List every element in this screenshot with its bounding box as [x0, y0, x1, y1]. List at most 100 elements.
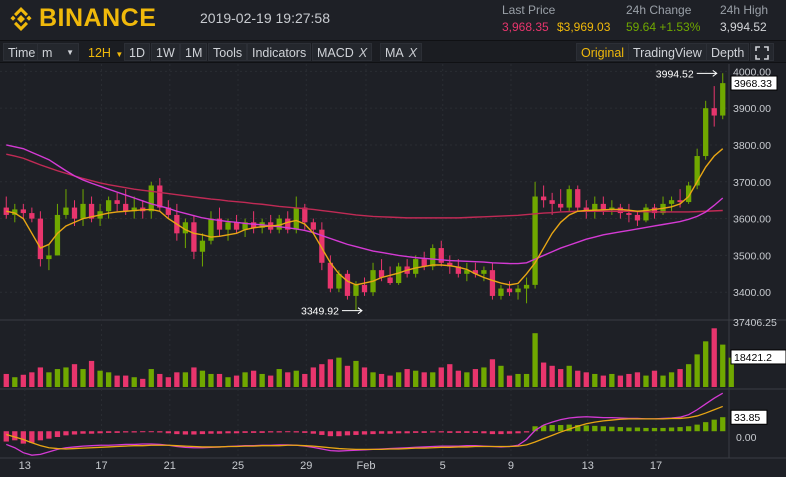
high-annotation-arrowhead [712, 69, 718, 77]
ma-indicator-tag[interactable]: MA X [380, 43, 423, 61]
candle-body [720, 83, 726, 116]
price-chart[interactable]: 3994.52 3349.92 4000.00 3900.00 3800.00 3700… [0, 64, 786, 477]
macd-histogram-bar [720, 417, 726, 432]
indicators-button[interactable]: Indicators [247, 43, 312, 61]
macd-signal-line [6, 405, 723, 451]
candle-body [114, 200, 120, 204]
binance-diamond-icon [10, 6, 32, 31]
tools-button[interactable]: Tools [208, 43, 248, 61]
volume-bar [242, 372, 248, 387]
volume-bar [370, 372, 376, 387]
time-tick-label: 17 [650, 460, 662, 472]
candle-body [583, 207, 589, 212]
volume-bar [208, 373, 214, 387]
remove-macd-icon[interactable]: X [358, 46, 368, 60]
minute-interval-select[interactable]: m ▼ [37, 43, 79, 61]
candle-body [250, 222, 257, 228]
macd-indicator-tag[interactable]: MACD X [312, 43, 373, 61]
volume-bar [344, 365, 351, 387]
candle-body [131, 207, 137, 212]
time-tick-label: 13 [19, 460, 31, 472]
volume-bar [80, 369, 86, 387]
candle-body [498, 288, 504, 296]
interval-1w-button[interactable]: 1W [151, 43, 180, 61]
volume-bar [131, 377, 137, 387]
candle-body [71, 207, 78, 219]
last-price-usd: $3,969.03 [557, 20, 611, 34]
volume-bar [378, 373, 385, 387]
macd-histogram-bar [336, 431, 342, 437]
volume-bar [438, 367, 444, 387]
candle-body [506, 288, 513, 293]
volume-bar [575, 370, 581, 387]
volume-bar [54, 369, 61, 387]
macd-histogram-bar [481, 431, 487, 434]
candle-body [523, 284, 530, 289]
volume-bar [46, 372, 52, 387]
macd-histogram-bar [472, 431, 479, 433]
candle-body [242, 222, 248, 230]
volume-bar [88, 360, 95, 387]
macd-histogram-bar [157, 431, 163, 433]
volume-bar [634, 372, 641, 387]
dropdown-arrow-icon: ▼ [66, 48, 74, 57]
volume-bar [310, 367, 316, 387]
candle-body [592, 203, 598, 212]
candle-body [421, 259, 427, 267]
volume-bar [268, 375, 274, 387]
candle-body [711, 108, 717, 116]
time-tick-label: 13 [582, 460, 594, 472]
logo[interactable]: BINANCE [8, 4, 156, 33]
price-tick-label: 3700.00 [733, 177, 771, 189]
candle-body [12, 209, 18, 215]
candle-body [643, 207, 649, 221]
candle-body [532, 196, 538, 285]
time-tick-label: 17 [95, 460, 107, 472]
dropdown-arrow-icon: ▼ [115, 50, 124, 59]
candle-body [37, 218, 44, 260]
volume-bar [643, 375, 649, 387]
macd-histogram-bar [404, 431, 410, 434]
interval-12h-select[interactable]: 12H ▼ [83, 43, 128, 61]
macd-histogram-bar [123, 431, 129, 433]
candle-body [378, 270, 385, 278]
candle-body [600, 203, 606, 210]
volume-bar [464, 372, 470, 387]
time-button[interactable]: Time [3, 43, 41, 61]
volume-bar [430, 372, 436, 387]
volume-bar [668, 372, 675, 387]
view-tradingview-button[interactable]: TradingView [628, 43, 707, 61]
interval-1m-button[interactable]: 1M [180, 43, 208, 61]
volume-bar [515, 373, 521, 387]
volume-bar [540, 362, 547, 387]
remove-ma-icon[interactable]: X [408, 46, 418, 60]
volume-bar [617, 375, 624, 387]
view-original-button[interactable]: Original [576, 43, 630, 61]
candle-body [413, 259, 419, 274]
last-price-value: 3,968.35 [502, 20, 549, 34]
view-depth-button[interactable]: Depth [706, 43, 750, 61]
ma-label: MA [385, 46, 404, 60]
interval-1d-button[interactable]: 1D [124, 43, 150, 61]
candle-body [46, 255, 52, 260]
volume-bar [199, 370, 206, 387]
macd-histogram-bar [370, 431, 376, 435]
interval-12h-label: 12H [88, 46, 111, 60]
volume-bar [336, 357, 342, 387]
chart-toolbar: Time m ▼ 12H ▼ 1D 1W 1M Tools Indicators… [0, 40, 786, 63]
macd-histogram-bar [54, 431, 61, 438]
ma-line-slow [6, 144, 724, 265]
macd-histogram-bar [660, 427, 666, 432]
macd-histogram-bar [327, 431, 334, 437]
fullscreen-button[interactable] [750, 43, 774, 61]
macd-histogram-bar [566, 424, 572, 432]
volume-max-label: 37406.25 [733, 317, 777, 329]
macd-histogram-bar [268, 431, 274, 433]
candle-body [558, 203, 564, 208]
volume-bar [157, 373, 163, 387]
candle-body [685, 185, 692, 203]
candle-body [651, 207, 658, 214]
volume-bar [592, 373, 598, 387]
candle-body [54, 214, 61, 256]
fullscreen-icon [755, 46, 769, 60]
